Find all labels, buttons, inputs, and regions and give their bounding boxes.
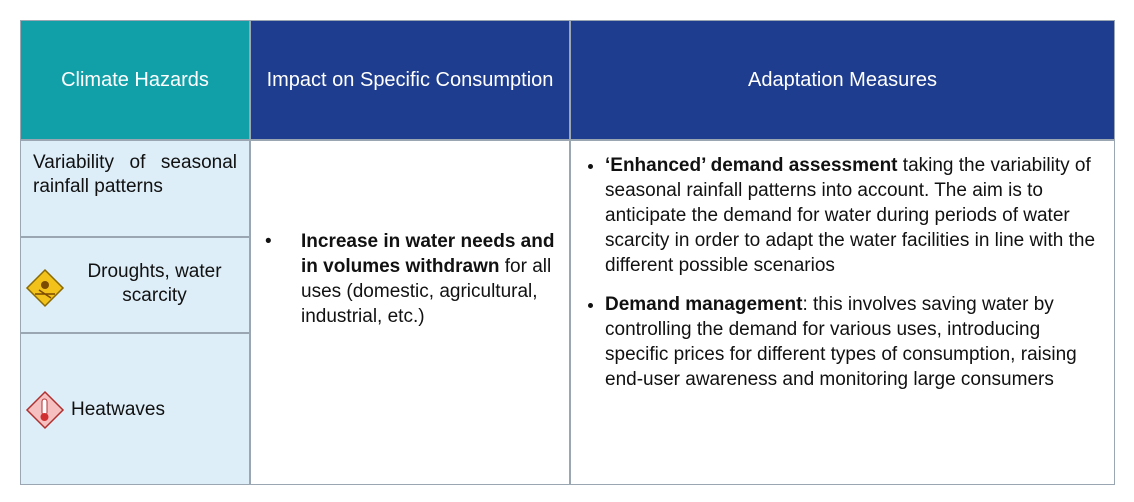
measures-list: ‘Enhanced’ demand assessment taking the … xyxy=(583,153,1100,392)
hazard-text: Droughts, water scarcity xyxy=(87,261,222,306)
table: Climate Hazards Impact on Specific Consu… xyxy=(20,20,1115,485)
impact-bold: Increase in water needs and in volumes w… xyxy=(301,231,555,277)
measures-cell: ‘Enhanced’ demand assessment taking the … xyxy=(570,140,1115,485)
impact-item: • Increase in water needs and in volumes… xyxy=(265,229,555,329)
header-text: Impact on Specific Consumption xyxy=(266,69,554,91)
impact-text: for all uses (domestic, agricultural, in… xyxy=(301,256,552,327)
hazard-text: Heatwaves xyxy=(71,399,165,420)
heatwave-icon xyxy=(25,390,65,430)
hazard-text: Variability of seasonal rainfall pattern… xyxy=(33,152,237,197)
hazard-cell: Droughts, water scarcity xyxy=(20,237,250,333)
header-text: Adaptation Measures xyxy=(747,69,937,91)
header-cell: Adaptation Measures xyxy=(570,20,1115,140)
hazard-cell: Variability of seasonal rainfall pattern… xyxy=(20,140,250,237)
header-text: Climate Hazards xyxy=(61,69,209,91)
header-cell: Impact on Specific Consumption xyxy=(250,20,570,140)
measure-bold: Demand management xyxy=(605,294,803,315)
measure-text: taking the variability of seasonal rainf… xyxy=(605,155,1096,276)
measure-item: ‘Enhanced’ demand assessment taking the … xyxy=(605,153,1100,278)
bullet: • xyxy=(265,231,272,252)
impact-cell: • Increase in water needs and in volumes… xyxy=(250,140,570,485)
measure-item: Demand management: this involves saving … xyxy=(605,292,1100,392)
header-cell: Climate Hazards xyxy=(20,20,250,140)
measure-bold: ‘Enhanced’ demand assessment xyxy=(605,155,898,176)
drought-icon xyxy=(25,268,65,308)
measure-text: : this involves saving water by controll… xyxy=(605,294,1077,390)
hazard-cell: Heatwaves xyxy=(20,333,250,485)
